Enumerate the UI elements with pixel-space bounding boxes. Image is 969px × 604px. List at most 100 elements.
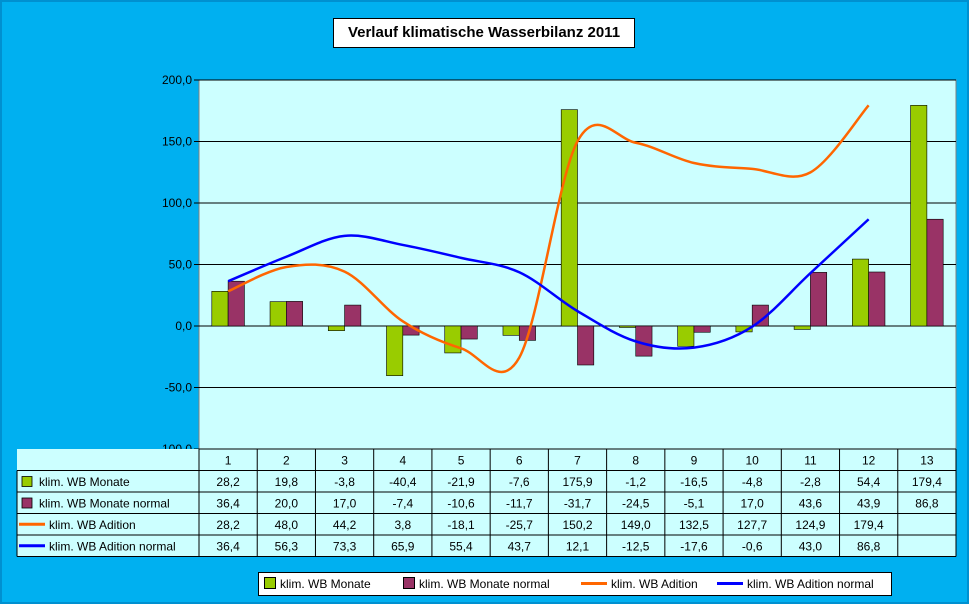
data-label: -10,6 bbox=[447, 497, 475, 511]
data-label: 55,4 bbox=[449, 540, 473, 554]
x-tick-label: 9 bbox=[691, 454, 698, 468]
data-table-bg bbox=[17, 449, 956, 557]
data-label: -3,8 bbox=[334, 475, 355, 489]
data-label: -7,4 bbox=[392, 497, 413, 511]
x-tick-label: 8 bbox=[632, 454, 639, 468]
data-label: -40,4 bbox=[389, 475, 417, 489]
bar bbox=[286, 301, 303, 327]
data-label: 127,7 bbox=[737, 518, 767, 532]
data-label: 150,2 bbox=[562, 518, 592, 532]
legend-item-adition: klim. WB Adition bbox=[581, 577, 698, 591]
table-row-label: klim. WB Adition normal bbox=[49, 540, 176, 554]
x-tick-label: 12 bbox=[862, 454, 876, 468]
legend-item-monate: klim. WB Monate bbox=[264, 577, 371, 591]
series-line bbox=[227, 104, 870, 374]
data-label: -18,1 bbox=[447, 518, 475, 532]
table-row-label: klim. WB Monate normal bbox=[39, 497, 170, 511]
data-label: 44,2 bbox=[333, 518, 357, 532]
chart-title: Verlauf klimatische Wasserbilanz 2011 bbox=[333, 18, 635, 48]
x-tick-label: 2 bbox=[283, 454, 290, 468]
bar bbox=[444, 325, 462, 354]
data-label: -4,8 bbox=[742, 475, 763, 489]
y-tick-label: 50,0 bbox=[169, 258, 193, 272]
data-label: 65,9 bbox=[391, 540, 415, 554]
data-label: 43,0 bbox=[799, 540, 823, 554]
x-tick-label: 1 bbox=[225, 454, 232, 468]
data-label: 3,8 bbox=[394, 518, 411, 532]
y-tick-label: 200,0 bbox=[162, 73, 192, 87]
data-label: -21,9 bbox=[447, 475, 475, 489]
bar bbox=[227, 280, 245, 327]
table-row-swatch bbox=[21, 497, 33, 509]
data-label: 124,9 bbox=[795, 518, 825, 532]
data-label: 54,4 bbox=[857, 475, 881, 489]
table-row-swatch bbox=[21, 476, 33, 487]
legend-item-monate-normal: klim. WB Monate normal bbox=[403, 577, 550, 591]
data-label: -12,5 bbox=[622, 540, 650, 554]
bar bbox=[327, 325, 345, 331]
chart: 200,0150,0100,050,00,0-50,0-100,01234567… bbox=[16, 73, 957, 557]
data-label: 28,2 bbox=[216, 475, 240, 489]
bar bbox=[269, 301, 287, 327]
bar bbox=[460, 325, 478, 340]
bar bbox=[386, 325, 404, 376]
legend-swatch-adition-normal bbox=[717, 582, 743, 585]
data-label: 43,6 bbox=[799, 497, 823, 511]
data-label: -7,6 bbox=[509, 475, 530, 489]
bar bbox=[810, 272, 828, 327]
data-label: 17,0 bbox=[333, 497, 357, 511]
data-label: 36,4 bbox=[216, 540, 240, 554]
data-label: 132,5 bbox=[679, 518, 709, 532]
data-label: -5,1 bbox=[684, 497, 705, 511]
x-tick-label: 13 bbox=[920, 454, 934, 468]
x-tick-label: 7 bbox=[574, 454, 581, 468]
x-tick-label: 3 bbox=[341, 454, 348, 468]
y-tick-label: 0,0 bbox=[175, 319, 192, 333]
table-row-label: klim. WB Adition bbox=[49, 518, 136, 532]
bar bbox=[793, 325, 811, 330]
legend-label-adition-normal: klim. WB Adition normal bbox=[747, 577, 874, 591]
data-label: 43,9 bbox=[857, 497, 881, 511]
data-label: 12,1 bbox=[566, 540, 590, 554]
legend-label-monate-normal: klim. WB Monate normal bbox=[419, 577, 550, 591]
data-label: -1,2 bbox=[625, 475, 646, 489]
data-label: 175,9 bbox=[562, 475, 592, 489]
bar bbox=[910, 105, 928, 327]
x-tick-label: 4 bbox=[399, 454, 406, 468]
data-label: 56,3 bbox=[275, 540, 299, 554]
table-row-label: klim. WB Monate bbox=[39, 475, 130, 489]
y-tick-label: -50,0 bbox=[165, 381, 193, 395]
data-label: 179,4 bbox=[854, 518, 884, 532]
data-label: 28,2 bbox=[216, 518, 240, 532]
bar bbox=[926, 218, 944, 327]
y-tick-label: 150,0 bbox=[162, 135, 192, 149]
x-tick-label: 11 bbox=[804, 454, 817, 468]
x-tick-label: 6 bbox=[516, 454, 523, 468]
bar bbox=[751, 304, 769, 327]
data-label: 36,4 bbox=[216, 497, 240, 511]
legend-label-monate: klim. WB Monate bbox=[280, 577, 371, 591]
data-label: 73,3 bbox=[333, 540, 357, 554]
data-label: 20,0 bbox=[275, 497, 299, 511]
series-line bbox=[227, 218, 870, 350]
bar bbox=[344, 304, 362, 327]
bar bbox=[868, 271, 886, 327]
legend-label-adition: klim. WB Adition bbox=[611, 577, 698, 591]
bar bbox=[211, 291, 229, 327]
data-label: 179,4 bbox=[912, 475, 942, 489]
bar bbox=[852, 258, 869, 327]
data-label: -2,8 bbox=[800, 475, 821, 489]
x-tick-label: 10 bbox=[746, 454, 760, 468]
data-label: -16,5 bbox=[680, 475, 708, 489]
data-label: -31,7 bbox=[564, 497, 592, 511]
legend-swatch-monate bbox=[264, 577, 276, 589]
y-tick-label: 100,0 bbox=[162, 196, 192, 210]
data-label: -24,5 bbox=[622, 497, 650, 511]
bar bbox=[502, 325, 520, 336]
data-label: 43,7 bbox=[508, 540, 532, 554]
bar bbox=[560, 109, 578, 327]
bar bbox=[577, 325, 595, 366]
legend-swatch-monate-normal bbox=[403, 577, 415, 589]
bar bbox=[619, 325, 637, 328]
bar bbox=[677, 325, 695, 347]
